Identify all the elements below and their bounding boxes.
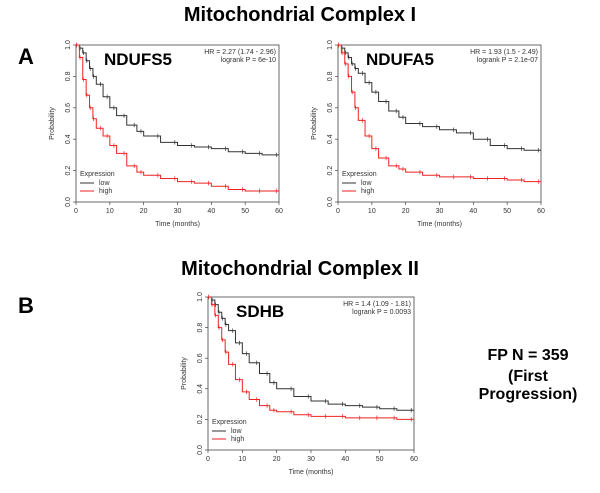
panel-label-b: B bbox=[18, 293, 34, 318]
y-tick-label: 1.0 bbox=[65, 40, 72, 50]
km-curve-low bbox=[76, 44, 279, 156]
x-tick-label: 10 bbox=[238, 456, 246, 463]
y-tick-label: 0.6 bbox=[197, 353, 204, 363]
cohort-size-label: FP N = 359 bbox=[487, 347, 569, 364]
x-tick-label: 0 bbox=[74, 208, 78, 215]
y-tick-label: 0.6 bbox=[65, 103, 72, 113]
y-tick-label: 0.8 bbox=[327, 71, 334, 81]
logrank-p-label: logrank P = 6e-10 bbox=[221, 57, 276, 64]
x-tick-label: 30 bbox=[307, 456, 315, 463]
x-tick-label: 50 bbox=[503, 208, 511, 215]
y-tick-label: 0.4 bbox=[65, 134, 72, 144]
y-tick-label: 0.8 bbox=[65, 71, 72, 81]
x-tick-label: 10 bbox=[368, 208, 376, 215]
legend-title: Expression bbox=[212, 419, 247, 426]
x-tick-label: 10 bbox=[106, 208, 114, 215]
x-tick-label: 60 bbox=[275, 208, 283, 215]
heading-complex-1: Mitochondrial Complex I bbox=[183, 4, 417, 26]
legend-entry-high: high bbox=[231, 436, 244, 443]
x-tick-label: 30 bbox=[436, 208, 444, 215]
legend-title: Expression bbox=[342, 171, 377, 178]
hazard-ratio-label: HR = 1.93 (1.5 - 2.49) bbox=[470, 49, 538, 56]
km-plot-ndufs5: 0 10 20 30 40 50 60 0.0 0.2 0.4 0.6 0.8 1.0 Time (mon… bbox=[49, 40, 283, 228]
y-tick-label: 0.2 bbox=[197, 414, 204, 424]
gene-title: NDUFS5 bbox=[104, 50, 172, 69]
x-tick-label: 40 bbox=[341, 456, 349, 463]
y-axis-label: Probability bbox=[181, 357, 188, 390]
legend-entry-low: low bbox=[99, 180, 110, 187]
y-tick-label: 1.0 bbox=[327, 40, 334, 50]
x-tick-label: 30 bbox=[174, 208, 182, 215]
legend-entry-low: low bbox=[361, 180, 372, 187]
y-tick-label: 0.4 bbox=[327, 134, 334, 144]
gene-title: SDHB bbox=[236, 302, 284, 321]
x-tick-label: 0 bbox=[336, 208, 340, 215]
x-tick-label: 50 bbox=[241, 208, 249, 215]
x-axis-label: Time (months) bbox=[417, 221, 462, 228]
x-tick-label: 20 bbox=[273, 456, 281, 463]
legend-entry-high: high bbox=[99, 188, 112, 195]
x-axis-label: Time (months) bbox=[289, 469, 334, 476]
y-axis-label: Probability bbox=[49, 107, 56, 140]
cohort-description-label: (First Progression) bbox=[478, 368, 578, 403]
km-curve-low bbox=[208, 296, 414, 411]
x-tick-label: 60 bbox=[537, 208, 545, 215]
panel-label-a: A bbox=[18, 44, 34, 69]
legend-entry-low: low bbox=[231, 428, 242, 435]
x-tick-label: 40 bbox=[207, 208, 215, 215]
km-curve-low bbox=[338, 44, 541, 151]
y-tick-label: 0.2 bbox=[327, 166, 334, 176]
x-tick-label: 40 bbox=[469, 208, 477, 215]
y-tick-label: 0.4 bbox=[197, 384, 204, 394]
y-tick-label: 0.0 bbox=[197, 445, 204, 455]
km-plot-sdhb: 0 10 20 30 40 50 60 0.0 0.2 0.4 0.6 0.8 1.0 Time (mon… bbox=[181, 292, 418, 476]
x-tick-label: 60 bbox=[410, 456, 418, 463]
y-tick-label: 0.2 bbox=[65, 166, 72, 176]
y-tick-label: 0.8 bbox=[197, 323, 204, 333]
y-tick-label: 1.0 bbox=[197, 292, 204, 302]
x-tick-label: 20 bbox=[402, 208, 410, 215]
logrank-p-label: logrank P = 0.0093 bbox=[352, 309, 411, 316]
hazard-ratio-label: HR = 2.27 (1.74 - 2.96) bbox=[204, 49, 276, 56]
x-tick-label: 20 bbox=[140, 208, 148, 215]
km-plot-ndufa5: 0 10 20 30 40 50 60 0.0 0.2 0.4 0.6 0.8 1.0 Time (mon… bbox=[311, 40, 545, 228]
logrank-p-label: logrank P = 2.1e-07 bbox=[477, 57, 538, 64]
x-tick-label: 50 bbox=[376, 456, 384, 463]
x-tick-label: 0 bbox=[206, 456, 210, 463]
km-curve-high bbox=[208, 296, 414, 420]
x-axis-label: Time (months) bbox=[155, 221, 200, 228]
gene-title: NDUFA5 bbox=[366, 50, 434, 69]
heading-complex-2: Mitochondrial Complex II bbox=[181, 258, 419, 280]
y-tick-label: 0.0 bbox=[327, 197, 334, 207]
y-tick-label: 0.0 bbox=[65, 197, 72, 207]
y-tick-label: 0.6 bbox=[327, 103, 334, 113]
y-axis-label: Probability bbox=[311, 107, 318, 140]
legend-title: Expression bbox=[80, 171, 115, 178]
legend-entry-high: high bbox=[361, 188, 374, 195]
km-curve-high bbox=[76, 44, 279, 192]
hazard-ratio-label: HR = 1.4 (1.09 - 1.81) bbox=[343, 301, 411, 308]
